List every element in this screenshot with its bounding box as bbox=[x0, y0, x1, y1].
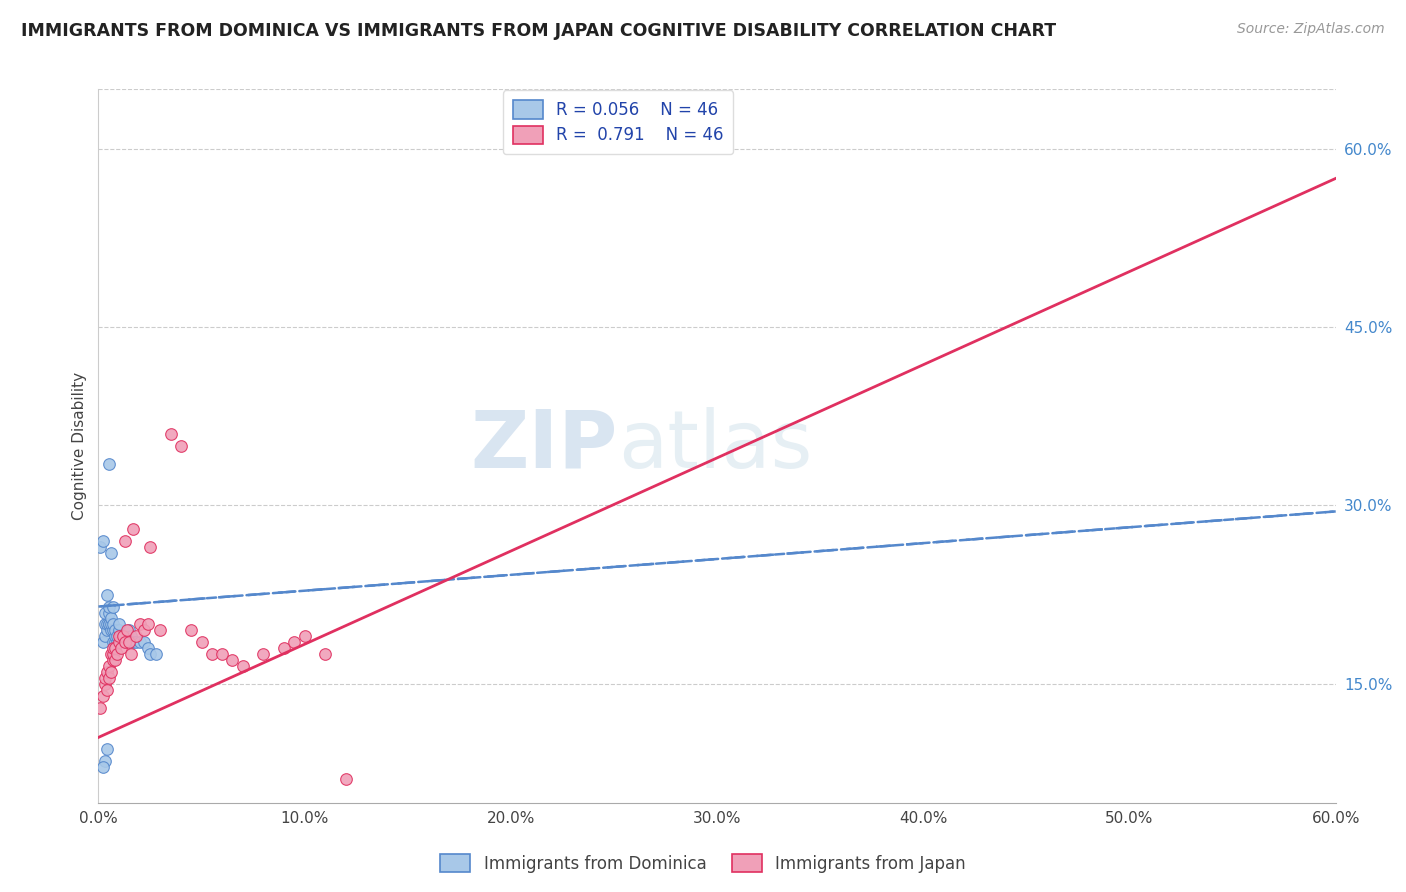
Point bbox=[132, 624, 155, 638]
Point bbox=[118, 635, 141, 649]
Point bbox=[101, 624, 124, 638]
Point bbox=[108, 617, 131, 632]
Point bbox=[96, 617, 118, 632]
Point bbox=[100, 546, 122, 560]
Point bbox=[122, 635, 145, 649]
Legend: Immigrants from Dominica, Immigrants from Japan: Immigrants from Dominica, Immigrants fro… bbox=[434, 847, 972, 880]
Point bbox=[294, 629, 316, 643]
Point bbox=[108, 629, 131, 643]
Point bbox=[124, 635, 146, 649]
Point bbox=[117, 624, 139, 638]
Point bbox=[122, 522, 145, 536]
Point bbox=[101, 647, 124, 661]
Point bbox=[101, 635, 124, 649]
Point bbox=[110, 641, 132, 656]
Point bbox=[91, 760, 114, 774]
Point bbox=[105, 647, 128, 661]
Text: IMMIGRANTS FROM DOMINICA VS IMMIGRANTS FROM JAPAN COGNITIVE DISABILITY CORRELATI: IMMIGRANTS FROM DOMINICA VS IMMIGRANTS F… bbox=[21, 22, 1056, 40]
Point bbox=[93, 754, 115, 768]
Text: Source: ZipAtlas.com: Source: ZipAtlas.com bbox=[1237, 22, 1385, 37]
Point bbox=[159, 427, 181, 442]
Point bbox=[96, 665, 118, 679]
Point bbox=[211, 647, 233, 661]
Point bbox=[112, 629, 135, 643]
Point bbox=[93, 677, 115, 691]
Point bbox=[100, 617, 122, 632]
Point bbox=[232, 659, 254, 673]
Point bbox=[108, 624, 131, 638]
Point bbox=[91, 534, 114, 549]
Point bbox=[118, 624, 141, 638]
Point bbox=[114, 635, 136, 649]
Point bbox=[136, 617, 159, 632]
Point bbox=[97, 617, 120, 632]
Point bbox=[180, 624, 202, 638]
Point bbox=[105, 635, 128, 649]
Point bbox=[96, 682, 118, 697]
Point bbox=[252, 647, 274, 661]
Point bbox=[93, 606, 115, 620]
Point bbox=[132, 635, 155, 649]
Point bbox=[112, 629, 135, 643]
Point bbox=[120, 635, 142, 649]
Point bbox=[221, 653, 243, 667]
Point bbox=[114, 534, 136, 549]
Point bbox=[128, 617, 150, 632]
Point bbox=[149, 624, 172, 638]
Point bbox=[114, 635, 136, 649]
Point bbox=[201, 647, 224, 661]
Point bbox=[91, 635, 114, 649]
Text: ZIP: ZIP bbox=[471, 407, 619, 485]
Point bbox=[101, 599, 124, 614]
Point bbox=[100, 611, 122, 625]
Point bbox=[91, 689, 114, 703]
Point bbox=[190, 635, 212, 649]
Point bbox=[93, 617, 115, 632]
Point bbox=[128, 635, 150, 649]
Point bbox=[100, 624, 122, 638]
Point bbox=[136, 641, 159, 656]
Point bbox=[104, 624, 127, 638]
Point bbox=[93, 671, 115, 685]
Point bbox=[96, 742, 118, 756]
Point bbox=[124, 629, 146, 643]
Point bbox=[100, 665, 122, 679]
Point bbox=[97, 599, 120, 614]
Point bbox=[97, 659, 120, 673]
Point bbox=[101, 617, 124, 632]
Point bbox=[105, 629, 128, 643]
Point bbox=[104, 653, 127, 667]
Point bbox=[145, 647, 167, 661]
Point bbox=[170, 439, 193, 453]
Point bbox=[96, 624, 118, 638]
Point bbox=[108, 635, 131, 649]
Point bbox=[120, 647, 142, 661]
Point bbox=[335, 772, 357, 786]
Point bbox=[120, 629, 142, 643]
Text: atlas: atlas bbox=[619, 407, 813, 485]
Point bbox=[100, 647, 122, 661]
Point bbox=[283, 635, 305, 649]
Point bbox=[104, 641, 127, 656]
Point bbox=[117, 629, 139, 643]
Point bbox=[139, 647, 162, 661]
Point bbox=[93, 629, 115, 643]
Y-axis label: Cognitive Disability: Cognitive Disability bbox=[72, 372, 87, 520]
Point bbox=[273, 641, 295, 656]
Point bbox=[101, 641, 124, 656]
Point bbox=[139, 540, 162, 554]
Point bbox=[97, 617, 120, 632]
Point bbox=[104, 635, 127, 649]
Legend: R = 0.056    N = 46, R =  0.791    N = 46: R = 0.056 N = 46, R = 0.791 N = 46 bbox=[503, 90, 734, 154]
Point bbox=[110, 629, 132, 643]
Point bbox=[104, 629, 127, 643]
Point bbox=[97, 671, 120, 685]
Point bbox=[89, 540, 111, 554]
Point bbox=[101, 653, 124, 667]
Point bbox=[96, 588, 118, 602]
Point bbox=[97, 457, 120, 471]
Point bbox=[97, 606, 120, 620]
Point bbox=[89, 700, 111, 714]
Point bbox=[314, 647, 336, 661]
